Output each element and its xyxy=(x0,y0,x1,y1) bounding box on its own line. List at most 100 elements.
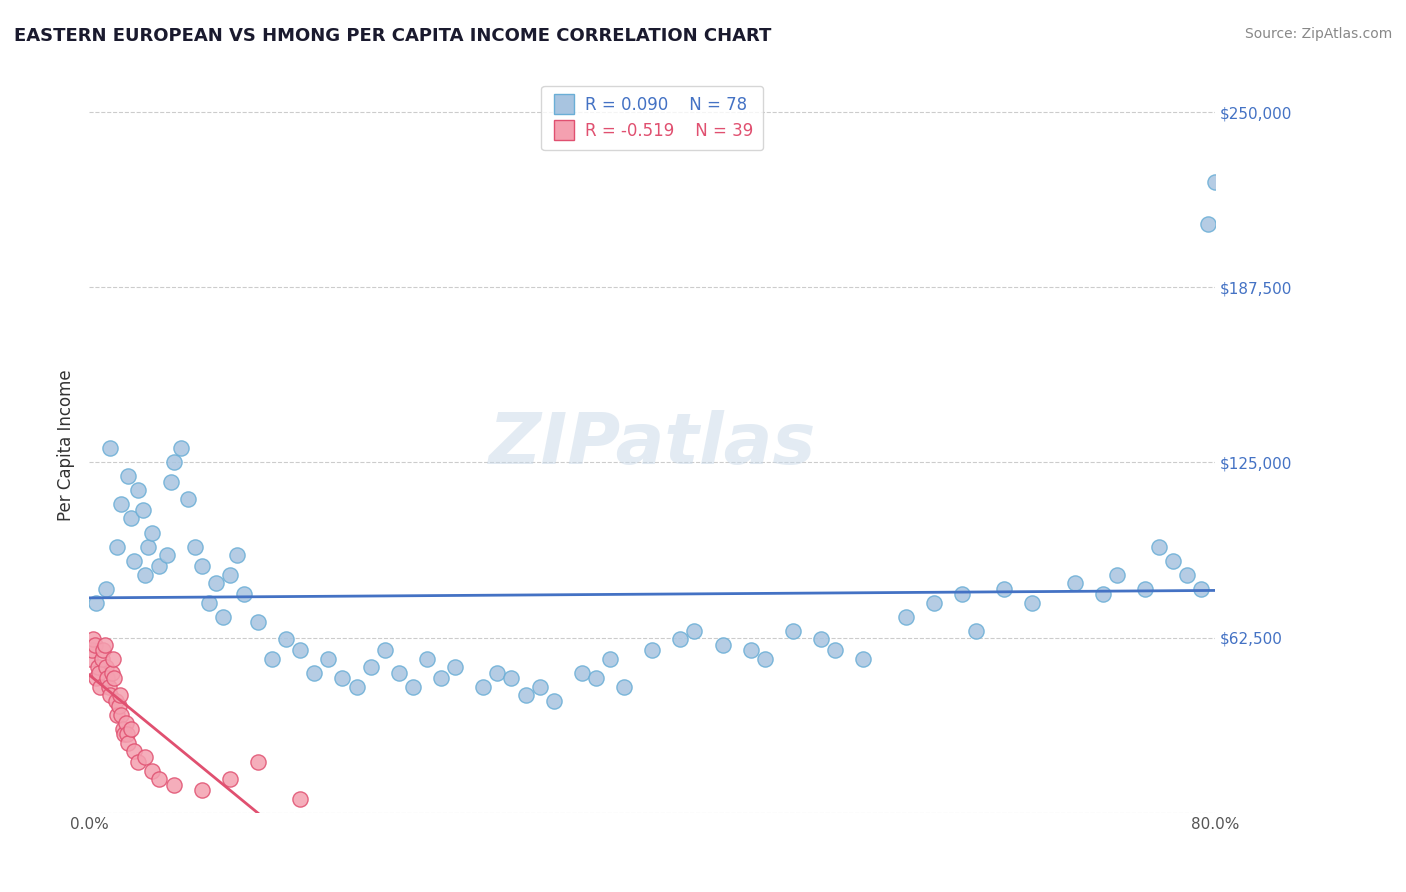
Point xyxy=(276,632,298,646)
Point xyxy=(810,632,832,646)
Point xyxy=(571,665,593,680)
Point xyxy=(136,540,159,554)
Point xyxy=(103,671,125,685)
Point xyxy=(430,671,453,685)
Point xyxy=(782,624,804,638)
Point xyxy=(127,755,149,769)
Point xyxy=(190,783,212,797)
Point xyxy=(613,680,636,694)
Point xyxy=(304,665,326,680)
Point xyxy=(84,671,107,685)
Point xyxy=(585,671,607,685)
Point xyxy=(332,671,354,685)
Point xyxy=(117,469,139,483)
Point xyxy=(190,559,212,574)
Point xyxy=(501,671,523,685)
Point xyxy=(94,582,117,596)
Point xyxy=(218,567,240,582)
Point xyxy=(247,615,270,629)
Point xyxy=(1175,567,1198,582)
Point xyxy=(1021,595,1043,609)
Point xyxy=(111,722,134,736)
Point xyxy=(318,651,340,665)
Point xyxy=(290,791,312,805)
Point xyxy=(472,680,495,694)
Point xyxy=(80,643,103,657)
Point xyxy=(1204,176,1226,190)
Point xyxy=(83,638,105,652)
Point xyxy=(148,559,170,574)
Point xyxy=(162,778,184,792)
Point xyxy=(148,772,170,786)
Point xyxy=(93,638,115,652)
Point xyxy=(388,665,411,680)
Point xyxy=(127,483,149,498)
Point xyxy=(852,651,875,665)
Point xyxy=(117,735,139,749)
Point xyxy=(641,643,664,657)
Point xyxy=(122,744,145,758)
Point xyxy=(79,651,101,665)
Point xyxy=(89,680,111,694)
Point xyxy=(529,680,551,694)
Text: ZIPatlas: ZIPatlas xyxy=(488,410,815,480)
Text: EASTERN EUROPEAN VS HMONG PER CAPITA INCOME CORRELATION CHART: EASTERN EUROPEAN VS HMONG PER CAPITA INC… xyxy=(14,27,772,45)
Point xyxy=(108,688,131,702)
Point xyxy=(82,632,104,646)
Point xyxy=(84,595,107,609)
Point xyxy=(86,660,108,674)
Point xyxy=(96,671,118,685)
Point xyxy=(247,755,270,769)
Point xyxy=(669,632,692,646)
Point xyxy=(104,693,127,707)
Point xyxy=(711,638,734,652)
Point xyxy=(444,660,467,674)
Point xyxy=(141,525,163,540)
Point xyxy=(754,651,776,665)
Point xyxy=(262,651,284,665)
Point xyxy=(122,553,145,567)
Point xyxy=(1091,587,1114,601)
Point xyxy=(993,582,1015,596)
Point xyxy=(740,643,762,657)
Point xyxy=(232,587,254,601)
Point xyxy=(211,609,233,624)
Point xyxy=(134,749,156,764)
Point xyxy=(155,548,177,562)
Point xyxy=(922,595,945,609)
Point xyxy=(120,722,142,736)
Point xyxy=(120,511,142,525)
Point xyxy=(1133,582,1156,596)
Point xyxy=(105,707,128,722)
Point xyxy=(1161,553,1184,567)
Point xyxy=(94,660,117,674)
Point xyxy=(543,693,565,707)
Point xyxy=(204,575,226,590)
Point xyxy=(599,651,621,665)
Point xyxy=(169,442,191,456)
Point xyxy=(1189,582,1212,596)
Point xyxy=(1105,567,1128,582)
Text: Source: ZipAtlas.com: Source: ZipAtlas.com xyxy=(1244,27,1392,41)
Point xyxy=(1147,540,1170,554)
Point xyxy=(197,595,219,609)
Point xyxy=(91,643,114,657)
Point xyxy=(110,707,132,722)
Point xyxy=(515,688,537,702)
Point xyxy=(159,475,181,489)
Point xyxy=(486,665,509,680)
Point xyxy=(683,624,706,638)
Point xyxy=(1063,575,1085,590)
Point xyxy=(114,715,136,730)
Point xyxy=(134,567,156,582)
Point xyxy=(131,503,153,517)
Point xyxy=(218,772,240,786)
Point xyxy=(162,455,184,469)
Point xyxy=(105,540,128,554)
Point xyxy=(346,680,368,694)
Point xyxy=(290,643,312,657)
Point xyxy=(374,643,396,657)
Point xyxy=(87,665,110,680)
Point xyxy=(1197,218,1219,232)
Point xyxy=(965,624,987,638)
